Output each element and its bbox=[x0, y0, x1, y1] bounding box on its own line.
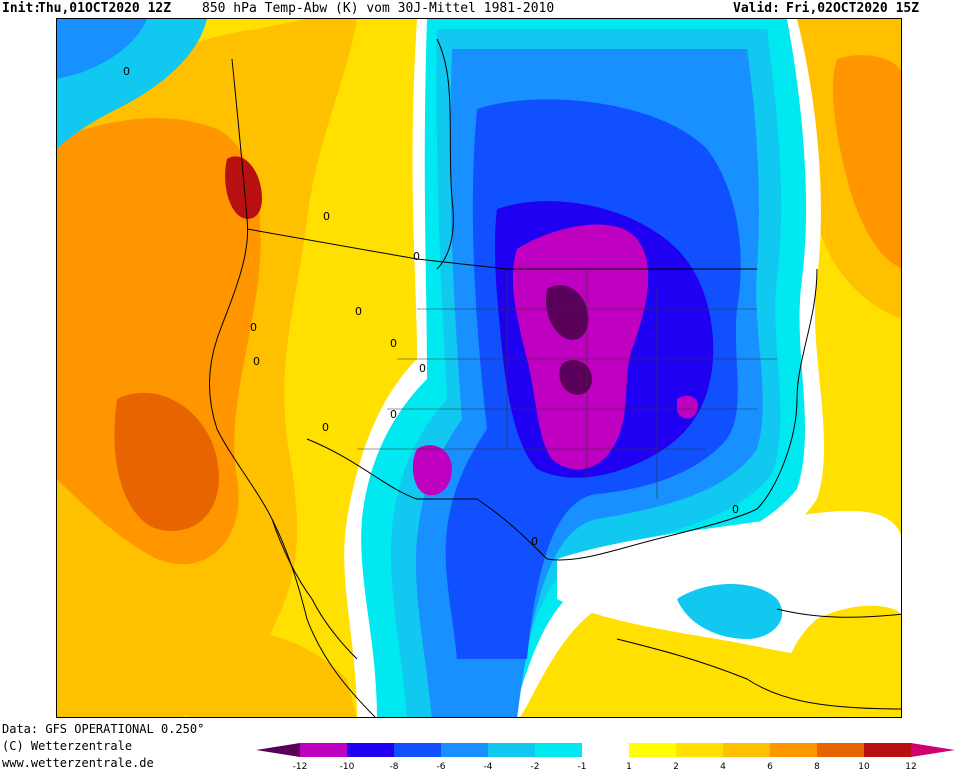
map-header: Init: Thu,01OCT2020 12Z 850 hPa Temp-Abw… bbox=[0, 0, 958, 18]
contour-label: 0 bbox=[390, 408, 397, 421]
legend-cell bbox=[723, 743, 770, 757]
legend-cell bbox=[770, 743, 817, 757]
legend-tick-label: 8 bbox=[814, 762, 820, 772]
legend-cell bbox=[488, 743, 535, 757]
legend-cell bbox=[629, 743, 676, 757]
legend-tick-label: -8 bbox=[390, 762, 399, 772]
contour-label: 0 bbox=[250, 321, 257, 334]
legend-tick-label: -12 bbox=[293, 762, 308, 772]
field-cool-gulf bbox=[677, 584, 783, 639]
field-cold-6-rockies bbox=[412, 445, 452, 496]
legend-tick-label: -1 bbox=[578, 762, 587, 772]
baja-coastline bbox=[271, 518, 358, 660]
field-warm-caribbean bbox=[777, 605, 901, 717]
contour-label: 0 bbox=[123, 65, 130, 78]
caribbean-islands bbox=[776, 608, 901, 618]
contour-label: 0 bbox=[531, 535, 538, 548]
legend-tick-label: 4 bbox=[720, 762, 726, 772]
parameter-title: 850 hPa Temp-Abw (K) vom 30J-Mittel 1981… bbox=[202, 1, 555, 16]
init-label: Init: bbox=[2, 1, 42, 16]
pacific-coastline bbox=[209, 58, 376, 717]
field-cold-6-ohio bbox=[677, 395, 699, 419]
us-canada-border bbox=[246, 228, 757, 270]
legend-colorbar: -12 -10 -8 -6 -4 -2 -1 1 2 4 6 8 10 12 bbox=[256, 743, 955, 772]
legend-cell bbox=[441, 743, 488, 757]
legend-tick-label: 12 bbox=[905, 762, 916, 772]
field-warm-pacific-south bbox=[187, 631, 357, 717]
legend-tick-label: 1 bbox=[626, 762, 632, 772]
contour-label: 0 bbox=[322, 421, 329, 434]
field-warm-core-west bbox=[114, 392, 219, 531]
field-cold-core-2 bbox=[559, 359, 592, 395]
legend-arrow-high bbox=[911, 743, 955, 757]
field-cool-northwest-core bbox=[57, 19, 147, 79]
legend-cell bbox=[817, 743, 864, 757]
data-source: Data: GFS OPERATIONAL 0.250° bbox=[2, 722, 205, 736]
legend-cell bbox=[864, 743, 911, 757]
gulf-atlantic-coastline bbox=[546, 268, 818, 561]
legend-cell bbox=[582, 743, 629, 757]
field-cold-6 bbox=[512, 224, 649, 470]
legend-tick-label: 2 bbox=[673, 762, 679, 772]
contour-label: 0 bbox=[323, 210, 330, 223]
valid-time: Fri,02OCT2020 15Z bbox=[786, 1, 920, 16]
legend-tick-label: -6 bbox=[437, 762, 446, 772]
zero-contour-labels: 0 0 0 0 0 0 0 0 0 0 0 0 bbox=[123, 65, 739, 548]
valid-label: Valid: bbox=[733, 1, 780, 16]
map-footer: Data: GFS OPERATIONAL 0.250° (C) Wetterz… bbox=[0, 720, 958, 778]
contour-label: 0 bbox=[390, 337, 397, 350]
us-mexico-border bbox=[306, 438, 548, 560]
contour-label: 0 bbox=[355, 305, 362, 318]
temperature-anomaly-field: 0 0 0 0 0 0 0 0 0 0 0 0 bbox=[57, 19, 901, 717]
legend-cell bbox=[676, 743, 723, 757]
field-warmer-northeast bbox=[832, 55, 901, 269]
website: www.wetterzentrale.de bbox=[2, 756, 154, 770]
field-cold-core-1 bbox=[545, 285, 589, 340]
legend-tick-label: 6 bbox=[767, 762, 773, 772]
legend-tick-label: -2 bbox=[531, 762, 540, 772]
state-boundaries bbox=[357, 269, 777, 499]
legend-cell bbox=[394, 743, 441, 757]
geographic-boundaries bbox=[209, 38, 901, 717]
legend-cell bbox=[347, 743, 394, 757]
contour-label: 0 bbox=[419, 362, 426, 375]
hudson-region-outline bbox=[436, 38, 454, 270]
copyright: (C) Wetterzentrale bbox=[2, 739, 133, 753]
legend-tick-label: -10 bbox=[340, 762, 355, 772]
legend-cell bbox=[300, 743, 347, 757]
central-america-coastline bbox=[616, 638, 901, 710]
legend-arrow-low bbox=[256, 743, 300, 757]
contour-label: 0 bbox=[732, 503, 739, 516]
legend-cell bbox=[535, 743, 582, 757]
contour-label: 0 bbox=[253, 355, 260, 368]
init-time: Thu,01OCT2020 12Z bbox=[38, 1, 172, 16]
field-hot-spot-bc bbox=[225, 156, 262, 219]
color-legend: -12 -10 -8 -6 -4 -2 -1 1 2 4 6 8 10 12 bbox=[256, 741, 958, 777]
legend-tick-label: 10 bbox=[858, 762, 870, 772]
contour-label: 0 bbox=[413, 250, 420, 263]
weather-map: 0 0 0 0 0 0 0 0 0 0 0 0 bbox=[56, 18, 902, 718]
legend-tick-label: -4 bbox=[484, 762, 493, 772]
